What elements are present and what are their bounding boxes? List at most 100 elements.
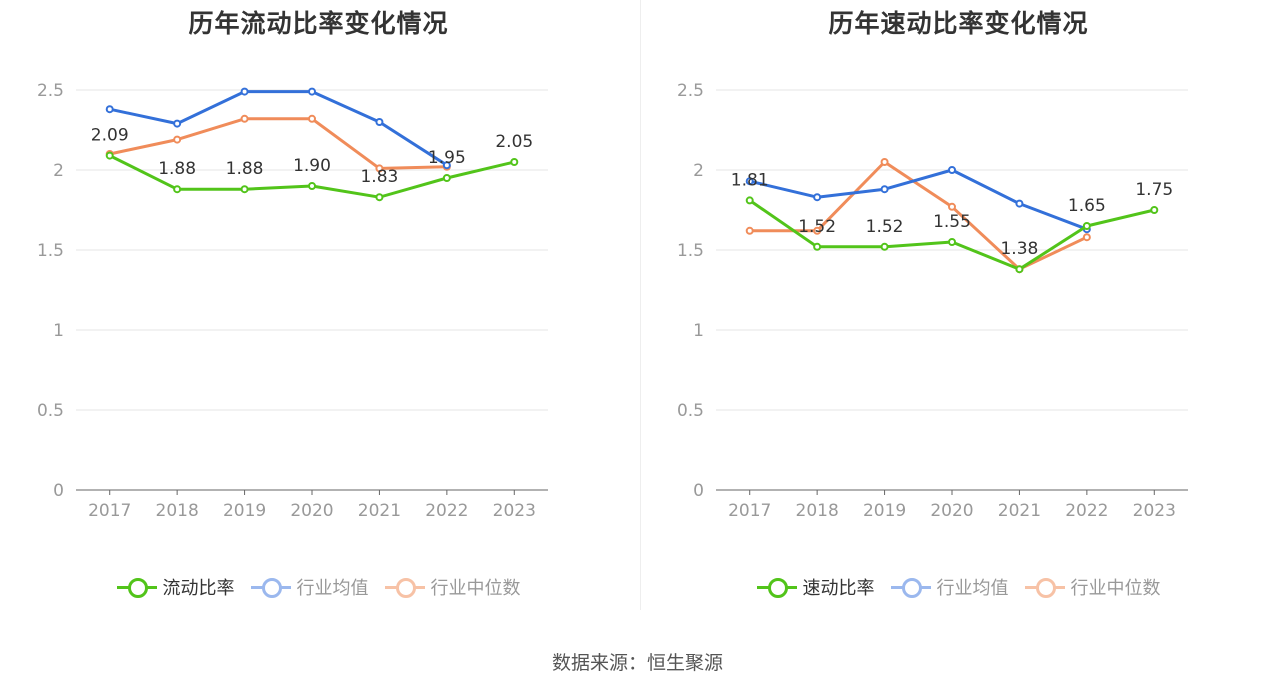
x-tick-label: 2023 [1133, 501, 1176, 521]
data-point[interactable] [880, 242, 889, 251]
legend-item-current-ratio[interactable]: 流动比率 [116, 574, 235, 600]
data-point[interactable] [813, 193, 822, 202]
x-tick-label: 2022 [425, 501, 468, 521]
x-tick-label: 2023 [493, 501, 536, 521]
y-tick-label: 1 [693, 321, 704, 341]
data-point[interactable] [240, 114, 249, 123]
y-tick-label: 1.5 [37, 241, 64, 261]
legend-item-industry-mean[interactable]: 行业均值 [890, 574, 1009, 600]
chart-legend: 速动比率 行业均值 行业中位数 [640, 574, 1275, 600]
data-point[interactable] [173, 135, 182, 144]
legend-label: 速动比率 [802, 578, 875, 599]
data-label: 1.65 [1068, 196, 1106, 216]
legend-label: 行业均值 [936, 578, 1009, 599]
y-tick-label: 2.5 [677, 81, 704, 101]
x-tick-label: 2018 [796, 501, 839, 521]
legend-line-circle-icon [250, 575, 291, 599]
data-label: 1.52 [798, 217, 836, 237]
x-tick-label: 2019 [223, 501, 266, 521]
data-point[interactable] [173, 119, 182, 128]
data-point[interactable] [1082, 233, 1091, 242]
data-point[interactable] [308, 182, 316, 190]
data-label: 1.38 [1000, 239, 1038, 259]
legend-item-industry-median[interactable]: 行业中位数 [384, 574, 521, 600]
data-point[interactable] [105, 105, 114, 114]
data-point[interactable] [442, 174, 451, 182]
y-tick-label: 1.5 [677, 241, 704, 261]
data-point[interactable] [173, 185, 182, 194]
data-point[interactable] [745, 177, 754, 186]
series-line [109, 117, 447, 170]
legend-line-circle-icon [890, 575, 931, 599]
y-tick-label: 2 [53, 161, 64, 181]
legend-line-circle-icon [756, 575, 797, 599]
y-tick-label: 0 [53, 481, 64, 501]
y-tick-label: 2.5 [37, 81, 64, 101]
series-line [749, 160, 1088, 271]
data-point[interactable] [745, 196, 754, 205]
legend-line-circle-icon [116, 575, 157, 599]
data-point[interactable] [948, 238, 956, 246]
data-point[interactable] [813, 226, 822, 235]
y-tick-label: 1 [53, 321, 64, 341]
series-line [749, 168, 1088, 231]
data-point[interactable] [880, 158, 889, 166]
y-tick-label: 0.5 [677, 401, 704, 421]
panel-divider [640, 0, 641, 610]
legend-item-industry-median[interactable]: 行业中位数 [1024, 574, 1161, 600]
data-label: 1.95 [428, 148, 466, 168]
data-point[interactable] [510, 158, 519, 166]
chart-title: 历年速动比率变化情况 [828, 9, 1089, 38]
series-line [109, 90, 448, 167]
legend-line-circle-icon [384, 575, 425, 599]
data-label: 2.09 [91, 126, 129, 146]
x-tick-label: 2017 [728, 501, 771, 521]
x-tick-label: 2020 [930, 501, 973, 521]
data-point[interactable] [1150, 206, 1159, 214]
data-point[interactable] [948, 202, 956, 211]
x-tick-label: 2019 [863, 501, 906, 521]
chart-title: 历年流动比率变化情况 [188, 9, 449, 38]
data-point[interactable] [105, 151, 114, 160]
data-source-note: 数据来源：恒生聚源 [551, 652, 723, 674]
data-label: 1.83 [360, 167, 398, 187]
data-point[interactable] [813, 242, 822, 251]
x-tick-label: 2021 [358, 501, 401, 521]
data-point[interactable] [442, 161, 451, 170]
legend-label: 流动比率 [162, 578, 235, 599]
data-point[interactable] [375, 164, 384, 173]
data-label: 2.05 [495, 132, 533, 152]
data-point[interactable] [308, 87, 316, 96]
data-point[interactable] [880, 185, 889, 194]
y-tick-label: 0 [693, 481, 704, 501]
y-tick-label: 0.5 [37, 401, 64, 421]
data-label: 1.88 [158, 159, 196, 179]
data-point[interactable] [948, 166, 956, 174]
data-point[interactable] [1082, 222, 1091, 230]
data-label: 1.81 [731, 170, 769, 190]
current-ratio-panel: 历年流动比率变化情况 0 0.5 1 1.5 2 2.5 2017 2018 2019 2020 2… [0, 0, 637, 620]
legend-item-quick-ratio[interactable]: 速动比率 [756, 574, 875, 600]
x-tick-label: 2017 [88, 501, 131, 521]
y-tick-label: 2 [693, 161, 704, 181]
data-point[interactable] [1015, 199, 1024, 208]
x-tick-label: 2020 [290, 501, 333, 521]
data-point[interactable] [308, 114, 316, 123]
legend-label: 行业中位数 [430, 578, 521, 599]
data-label: 1.88 [226, 159, 264, 179]
data-point[interactable] [375, 193, 384, 202]
legend-line-circle-icon [1024, 575, 1065, 599]
data-point[interactable] [240, 185, 249, 194]
data-point[interactable] [745, 226, 754, 235]
legend-item-industry-mean[interactable]: 行业均值 [250, 574, 369, 600]
data-label: 1.52 [866, 217, 904, 237]
quick-ratio-panel: 历年速动比率变化情况 0 0.5 1 1.5 2 2.5 2017 2018 2019 2020 2… [640, 0, 1275, 620]
current-ratio-chart: 0 0.5 1 1.5 2 2.5 2017 2018 2019 2020 2021 2022 2023… [37, 81, 548, 521]
data-point[interactable] [1015, 265, 1024, 274]
x-tick-label: 2022 [1065, 501, 1108, 521]
legend-label: 行业均值 [296, 578, 369, 599]
x-tick-label: 2018 [156, 501, 199, 521]
data-point[interactable] [240, 87, 249, 96]
data-point[interactable] [375, 118, 384, 126]
